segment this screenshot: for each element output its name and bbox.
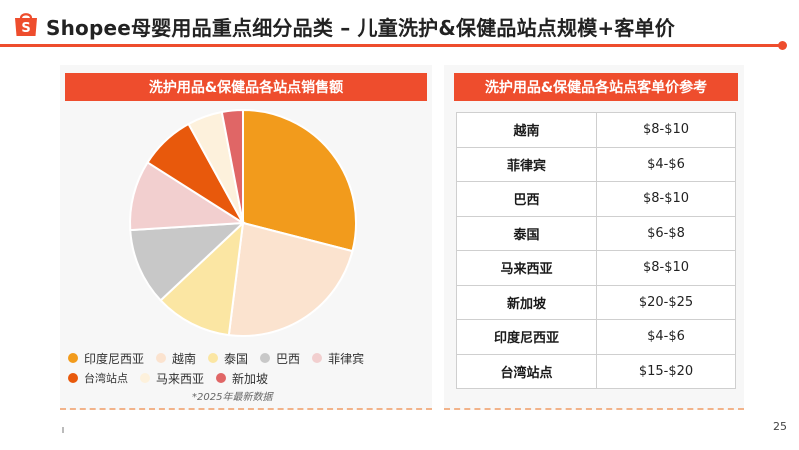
table-row: 越南 $8-$10 (456, 112, 736, 148)
legend-row-2: 台湾站点 马来西亚 新加坡 (68, 368, 428, 388)
pie-slice-3 (129, 221, 246, 302)
table-row: 巴西 $8-$10 (456, 181, 736, 217)
table-row: 新加坡 $20-$25 (456, 284, 736, 320)
table-row: 台湾站点 $15-$20 (456, 353, 736, 389)
aov-cell: $15-$20 (596, 353, 736, 389)
sales-pie-chart (129, 108, 357, 337)
legend-row-1: 印度尼西亚 越南 泰国 巴西 菲律宾 (68, 348, 428, 368)
pie-slice-1 (227, 221, 354, 337)
svg-text:S: S (21, 21, 30, 36)
legend-swatch (156, 353, 167, 363)
pie-slice-4 (129, 161, 247, 232)
legend-item: 越南 (156, 350, 196, 367)
sales-banner: 洗护用品&保健品各站点销售额 (65, 73, 427, 101)
aov-table: 越南 $8-$10 菲律宾 $4-$6 巴西 $8-$10 泰国 $6-$8 马来西亚 $8-$1… (456, 112, 736, 389)
aov-cell: $8-$10 (596, 181, 736, 217)
aov-cell: $6-$8 (596, 215, 736, 251)
aov-cell: $8-$10 (596, 112, 736, 148)
aov-cell: $20-$25 (596, 284, 736, 320)
table-row: 马来西亚 $8-$10 (456, 250, 736, 286)
aov-cell: $4-$6 (596, 146, 736, 182)
legend-label: 印度尼西亚 (84, 351, 145, 366)
legend-label: 越南 (172, 351, 197, 366)
legend-swatch (68, 373, 78, 383)
page-title: Shopee母婴用品重点细分品类 – 儿童洗护&保健品站点规模+客单价 (46, 16, 675, 40)
aov-cell: $4-$6 (596, 319, 736, 355)
legend-label: 巴西 (276, 351, 301, 366)
site-cell: 台湾站点 (456, 353, 597, 389)
pie-slice-7 (220, 108, 244, 224)
legend-item: 马来西亚 (140, 370, 204, 387)
site-cell: 越南 (456, 112, 597, 148)
legend-item: 新加坡 (216, 370, 268, 387)
legend-item: 巴西 (260, 350, 300, 367)
pie-slice-0 (242, 108, 357, 253)
legend-label: 泰国 (224, 351, 249, 366)
footer-mark (62, 427, 64, 433)
site-cell: 新加坡 (456, 284, 597, 320)
aov-banner: 洗护用品&保健品各站点客单价参考 (454, 73, 738, 101)
title-rule-dot (778, 41, 787, 50)
title-rule (0, 44, 782, 47)
legend-swatch (312, 353, 323, 363)
pie-legend: 印度尼西亚 越南 泰国 巴西 菲律宾 台湾站点 马来西亚 新加坡 (68, 348, 428, 388)
legend-item: 印度尼西亚 (68, 350, 144, 367)
legend-label: 马来西亚 (156, 371, 205, 386)
table-row: 菲律宾 $4-$6 (456, 146, 736, 182)
table-row: 印度尼西亚 $4-$6 (456, 319, 736, 355)
shopee-bag-icon: S (15, 13, 37, 36)
site-cell: 马来西亚 (456, 250, 597, 286)
site-cell: 泰国 (456, 215, 597, 251)
legend-label: 新加坡 (232, 371, 269, 386)
legend-item: 台湾站点 (68, 370, 128, 386)
legend-swatch (140, 373, 150, 383)
legend-item: 菲律宾 (312, 350, 364, 367)
legend-label: 菲律宾 (328, 351, 365, 366)
legend-swatch (208, 353, 219, 363)
site-cell: 巴西 (456, 181, 597, 217)
page-number: 25 (773, 420, 787, 433)
legend-swatch (260, 353, 271, 363)
legend-item: 泰国 (208, 350, 248, 367)
site-cell: 菲律宾 (456, 146, 597, 182)
pie-slice-2 (159, 220, 245, 337)
legend-label: 台湾站点 (84, 372, 128, 385)
aov-cell: $8-$10 (596, 250, 736, 286)
legend-swatch (68, 353, 78, 363)
site-cell: 印度尼西亚 (456, 319, 597, 355)
data-note: *2025年最新数据 (192, 392, 273, 403)
table-row: 泰国 $6-$8 (456, 215, 736, 251)
legend-swatch (216, 373, 227, 383)
